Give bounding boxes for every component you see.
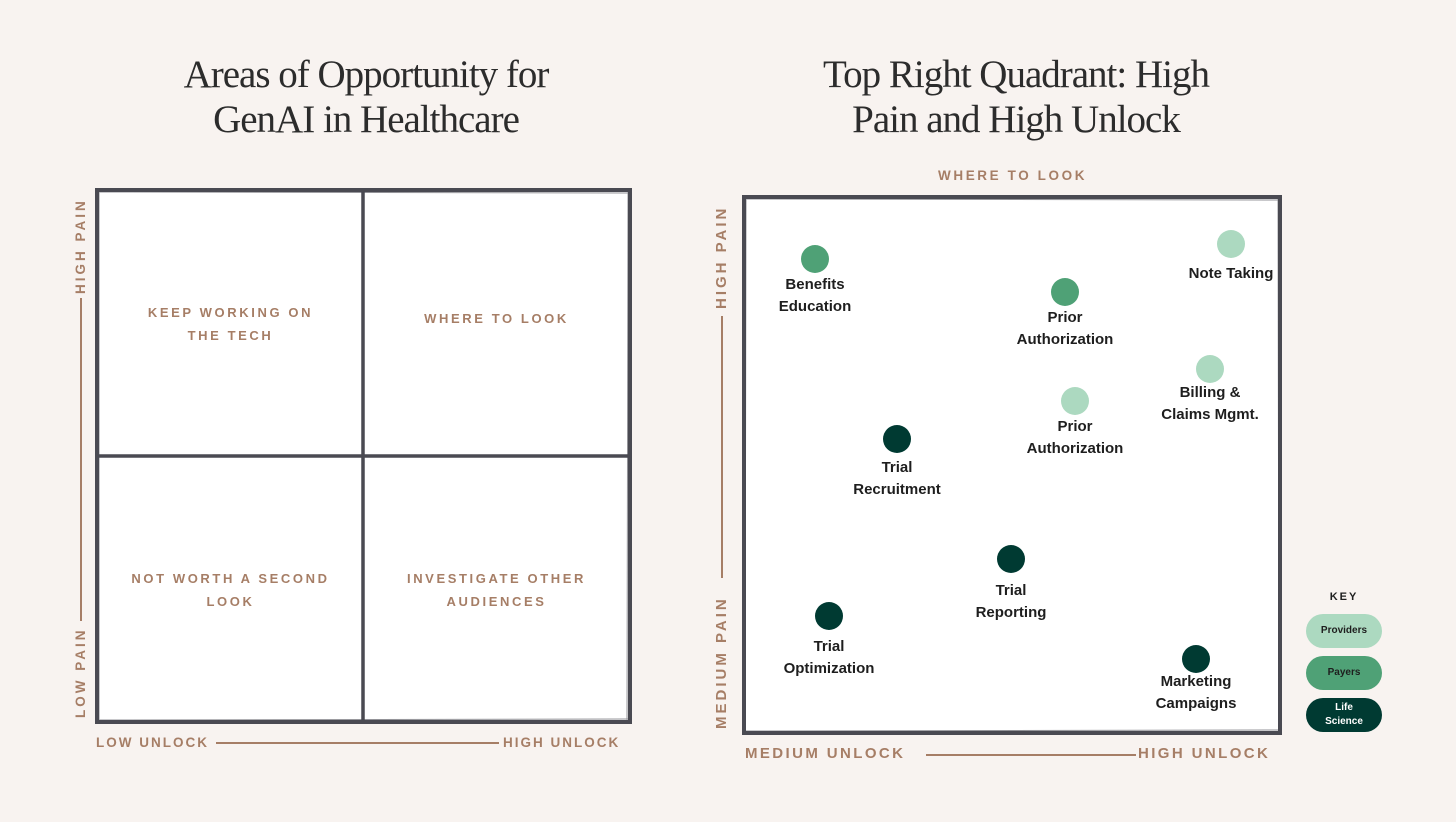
right-x-left-label: MEDIUM UNLOCK [745, 745, 906, 762]
right-title-line-2: Pain and High Unlock [852, 98, 1181, 141]
point-billing-claims-dot [1196, 355, 1224, 383]
quadrant-top-left-line-1: KEEP WORKING ON [147, 304, 314, 320]
key-pill-life-science: Life Science [1306, 698, 1382, 732]
left-y-bottom-label: LOW PAIN [73, 627, 88, 719]
quadrant-bottom-left-label: NOT WORTH A SECOND LOOK [123, 567, 338, 613]
key-pill-payers: Payers [1306, 656, 1382, 690]
point-trial-reporting-line-1: Trial [995, 582, 1027, 599]
point-trial-optimization-line-1: Trial [813, 638, 845, 655]
key-pill-providers: Providers [1306, 614, 1382, 648]
point-trial-recruitment-line-1: Trial [881, 459, 913, 476]
point-billing-claims-line-1: Billing & [1179, 384, 1241, 401]
quadrant-top-left: KEEP WORKING ON THE TECH [99, 192, 362, 455]
right-y-bottom-label: MEDIUM PAIN [713, 596, 730, 729]
point-trial-optimization-label: Trial Optimization [784, 636, 875, 679]
quadrant-top-left-line-2: THE TECH [187, 327, 274, 343]
point-prior-authorization-payers-line-2: Authorization [1016, 330, 1114, 348]
key-pill-payers-line-1: Payers [1327, 667, 1361, 678]
left-y-axis-rule [80, 298, 82, 621]
quadrant-bottom-right-line-1: INVESTIGATE OTHER [406, 570, 587, 586]
right-title: Top Right Quadrant: High Pain and High U… [766, 52, 1266, 142]
point-prior-authorization-providers-line-2: Authorization [1026, 439, 1124, 457]
quadrant-bottom-right-line-2: AUDIENCES [446, 593, 547, 609]
point-billing-claims-line-2: Claims Mgmt. [1161, 405, 1259, 423]
key-pill-life-science-label: Life Science [1325, 701, 1363, 729]
point-trial-reporting-label: Trial Reporting [976, 580, 1047, 623]
left-x-axis-rule [216, 742, 499, 744]
key-title: KEY [1329, 591, 1359, 603]
quadrant-bottom-right: INVESTIGATE OTHER AUDIENCES [365, 458, 628, 721]
point-trial-recruitment-label: Trial Recruitment [853, 457, 941, 500]
point-trial-optimization-line-2: Optimization [783, 659, 875, 677]
left-x-left-label: LOW UNLOCK [96, 735, 209, 750]
left-x-right-label: HIGH UNLOCK [503, 735, 621, 750]
quadrant-top-left-label: KEEP WORKING ON THE TECH [123, 301, 338, 347]
quadrant-bottom-left: NOT WORTH A SECOND LOOK [99, 458, 362, 721]
point-prior-authorization-providers-line-1: Prior [1057, 418, 1093, 435]
quadrant-bottom-left-line-2: LOOK [206, 593, 255, 609]
point-note-taking-line-1: Note Taking [1188, 265, 1274, 282]
key-pill-payers-label: Payers [1328, 666, 1361, 680]
quadrant-top-right: WHERE TO LOOK [365, 192, 628, 444]
point-trial-recruitment-line-2: Recruitment [853, 480, 941, 498]
point-benefits-education-line-1: Benefits [785, 276, 845, 293]
point-marketing-campaigns-line-1: Marketing [1160, 673, 1232, 690]
key-pill-providers-label: Providers [1321, 624, 1367, 638]
key-pill-life-science-line-2: Science [1325, 716, 1363, 727]
point-billing-claims-label: Billing & Claims Mgmt. [1161, 382, 1259, 425]
point-prior-authorization-providers-dot [1061, 387, 1089, 415]
quadrant-bottom-left-line-1: NOT WORTH A SECOND [131, 570, 330, 586]
point-marketing-campaigns-label: Marketing Campaigns [1156, 671, 1237, 714]
point-trial-reporting-line-2: Reporting [975, 603, 1047, 621]
point-prior-authorization-payers-dot [1051, 278, 1079, 306]
left-y-top-label: HIGH PAIN [73, 198, 88, 294]
key-pill-life-science-line-1: Life [1335, 702, 1353, 713]
quadrant-top-right-label: WHERE TO LOOK [389, 307, 604, 330]
left-title-line-1: Areas of Opportunity for [183, 53, 550, 96]
point-marketing-campaigns-line-2: Campaigns [1155, 694, 1237, 712]
right-x-right-label: HIGH UNLOCK [1138, 745, 1271, 762]
point-benefits-education-label: Benefits Education [779, 274, 852, 317]
right-y-axis-rule [721, 316, 723, 578]
point-trial-reporting-dot [997, 545, 1025, 573]
right-x-axis-rule [926, 754, 1136, 756]
point-prior-authorization-payers-line-1: Prior [1047, 309, 1083, 326]
matrix-top-label: WHERE TO LOOK [938, 168, 1088, 183]
quadrant-top-right-line-1: WHERE TO LOOK [424, 310, 569, 326]
right-title-line-1: Top Right Quadrant: High [823, 53, 1210, 96]
quadrant-bottom-right-label: INVESTIGATE OTHER AUDIENCES [389, 567, 604, 613]
point-benefits-education-line-2: Education [778, 297, 852, 315]
left-title-line-2: GenAI in Healthcare [213, 98, 520, 141]
key-pill-providers-line-1: Providers [1320, 625, 1368, 636]
right-y-top-label: HIGH PAIN [713, 205, 730, 309]
point-trial-optimization-dot [815, 602, 843, 630]
point-prior-authorization-payers-label: Prior Authorization [1017, 307, 1114, 350]
point-note-taking-label: Note Taking [1189, 263, 1274, 285]
point-marketing-campaigns-dot [1182, 645, 1210, 673]
point-benefits-education-dot [801, 245, 829, 273]
point-note-taking-dot [1217, 230, 1245, 258]
point-prior-authorization-providers-label: Prior Authorization [1027, 416, 1124, 459]
left-title: Areas of Opportunity for GenAI in Health… [116, 52, 616, 142]
point-trial-recruitment-dot [883, 425, 911, 453]
